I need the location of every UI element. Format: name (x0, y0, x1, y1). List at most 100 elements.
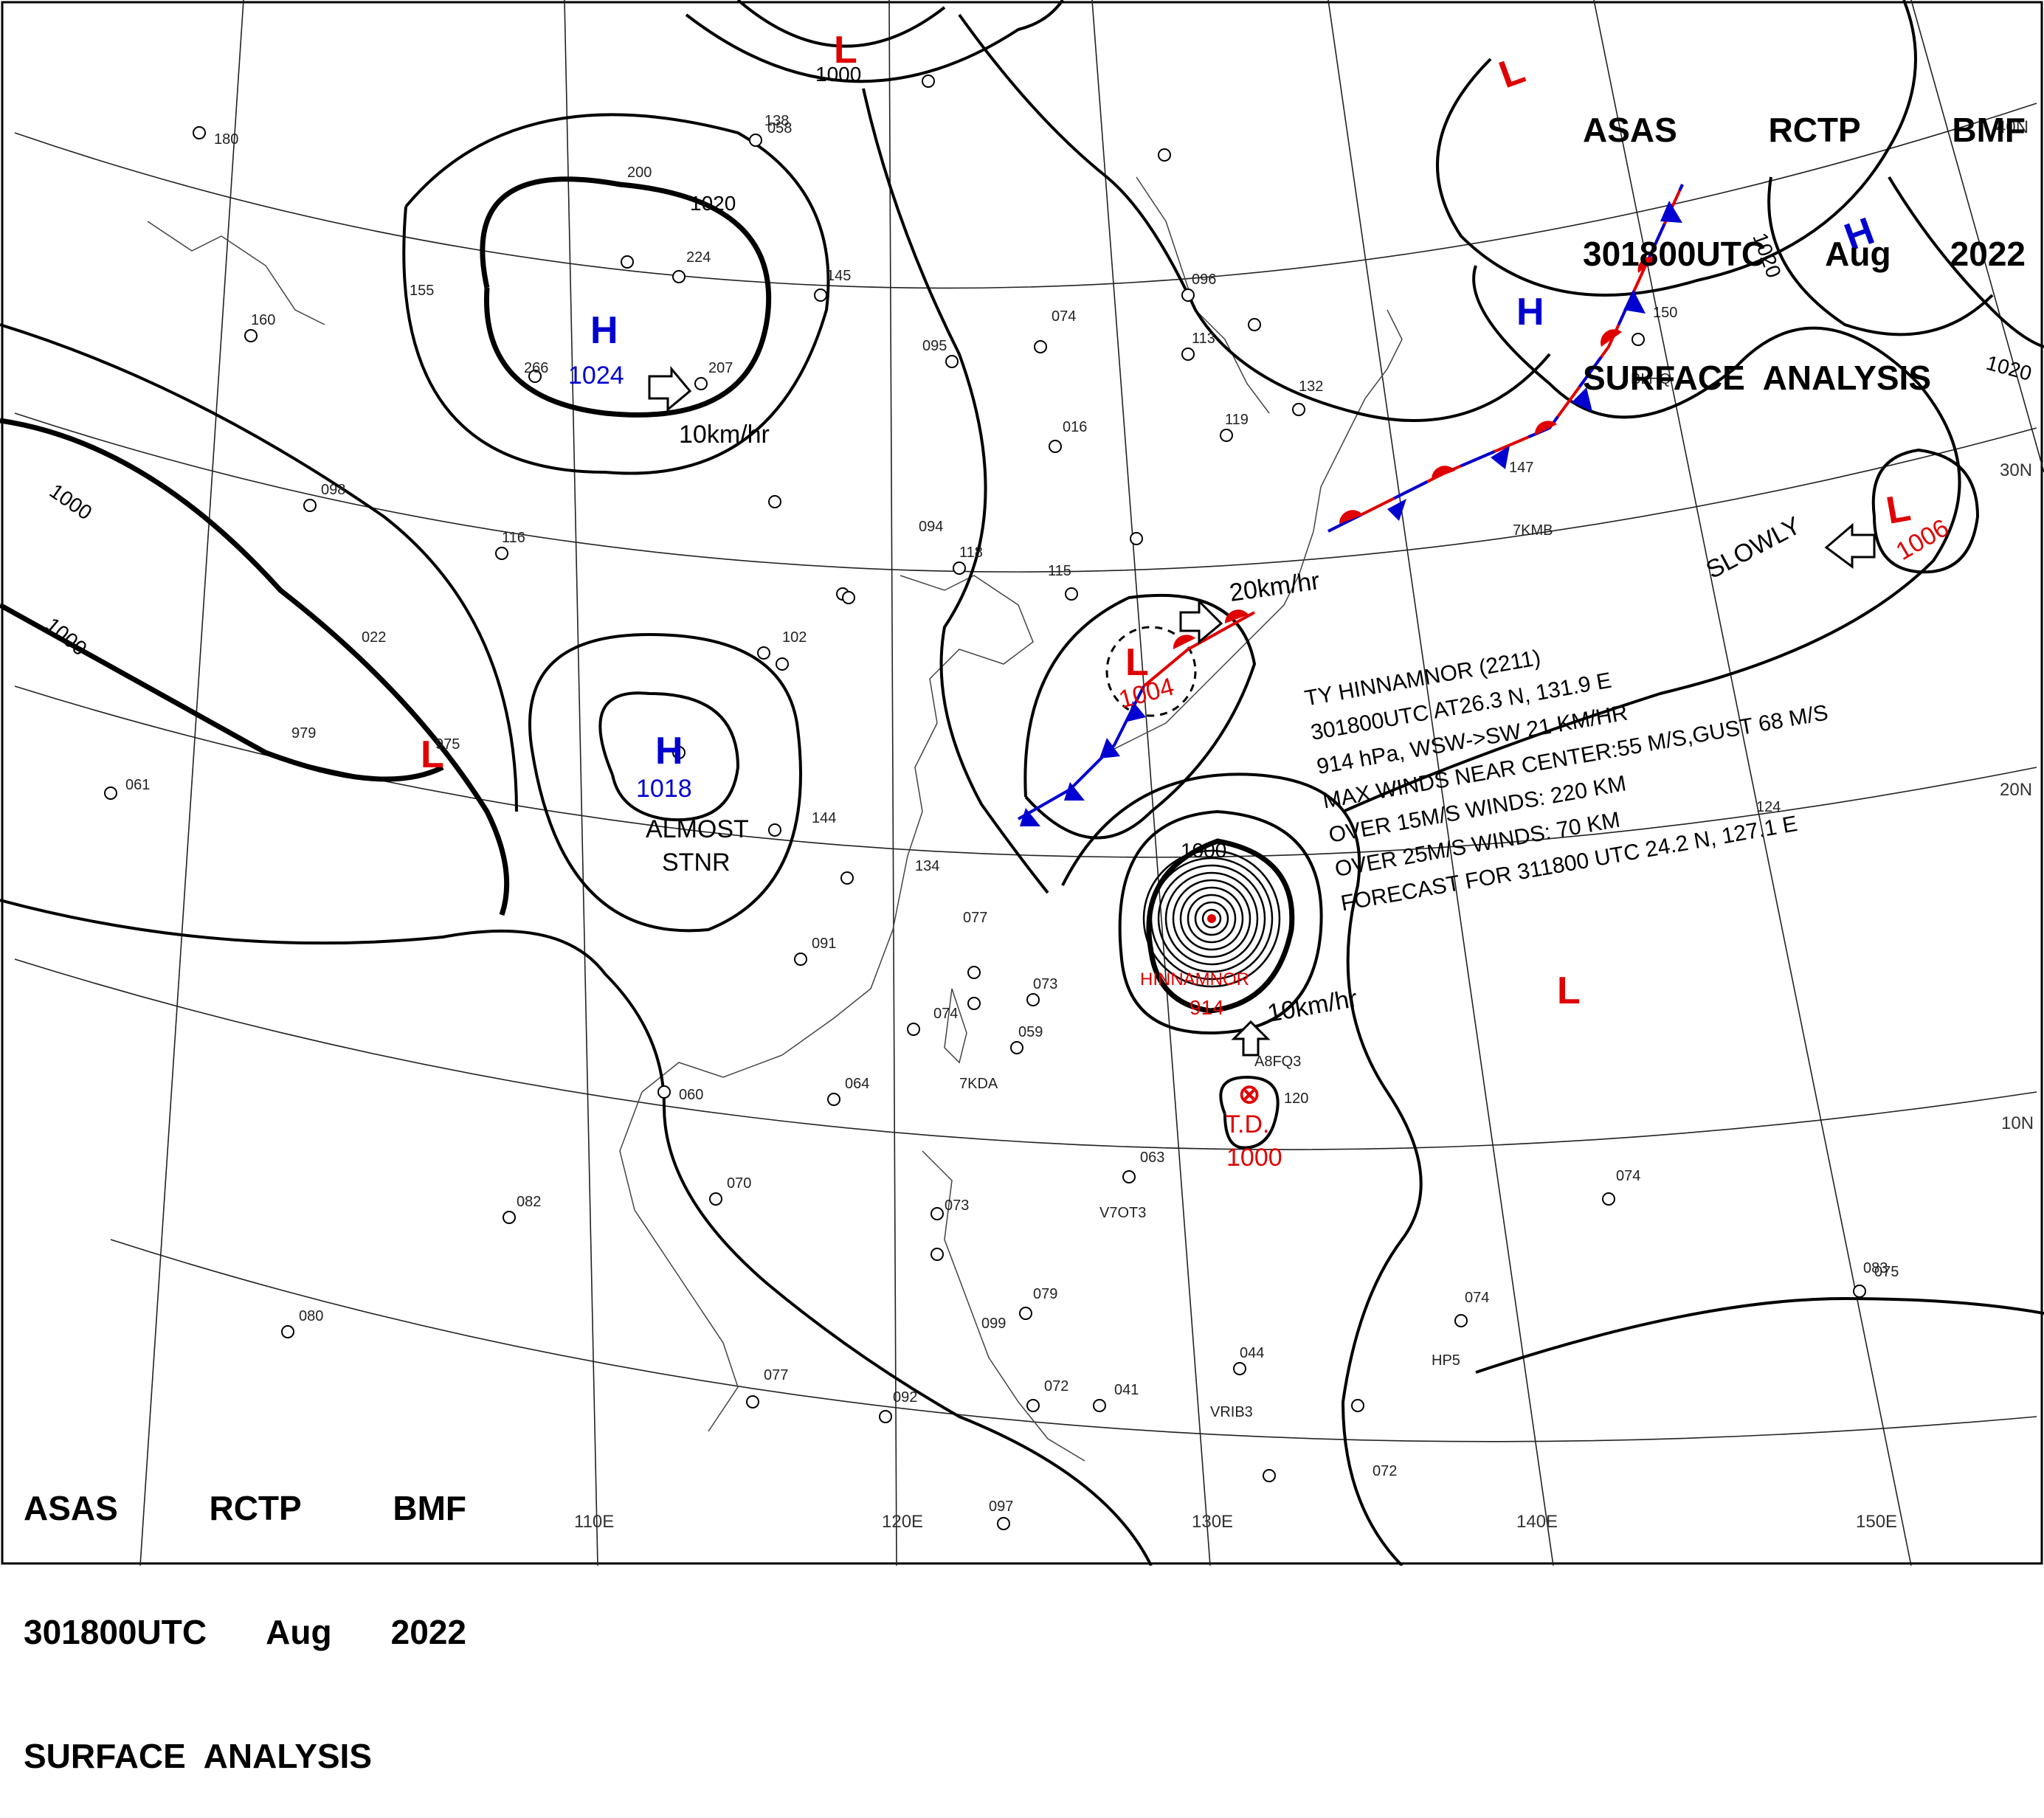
low-label: L (1125, 641, 1149, 684)
indochina-coast (619, 1091, 739, 1432)
meridian-120e (888, 0, 897, 1566)
japan-coast (1106, 486, 1322, 753)
korea-manchuria (1136, 176, 1270, 414)
station-value: 091 (812, 936, 836, 952)
station-value: 979 (291, 725, 316, 742)
isobar-1020-east (1888, 176, 2044, 348)
parallel-40n (14, 103, 2037, 289)
high-pressure: 1024 (568, 362, 624, 390)
graticule-labels: 110E 120E 130E 140E 150E 40N 30N 20N 10N (574, 117, 2034, 1532)
isobar-1020-inner (1767, 176, 1994, 336)
td-symbol-icon: ⊗ (1238, 1079, 1260, 1109)
station-value: 073 (945, 1197, 969, 1214)
header-bottom-time: 301800UTC (24, 1613, 207, 1651)
china-coast (641, 575, 1034, 1093)
philippines (922, 1150, 1085, 1462)
station-value: 074 (1052, 308, 1076, 325)
isobar-1020-high (402, 113, 830, 475)
lon-label: 110E (574, 1512, 614, 1532)
station-value: 077 (963, 910, 987, 926)
td-label: T.D. (1225, 1110, 1269, 1138)
header-bottom-year: 2022 (390, 1613, 466, 1651)
motion-arrows (648, 365, 1876, 1057)
station-value: 207 (708, 360, 733, 376)
lon-label: 130E (1192, 1512, 1233, 1532)
header-top-title: SURFACE ANALYSIS (1583, 359, 1932, 397)
station-value: 134 (915, 858, 939, 874)
station-value: 064 (845, 1076, 869, 1092)
isobars (0, 0, 2044, 1566)
station-value: 144 (812, 810, 836, 826)
meridian-140e (1327, 0, 1554, 1566)
header-top-code: ASAS (1583, 111, 1677, 149)
station-value: 058 (767, 120, 792, 136)
low-1004-dashed-circle (1105, 626, 1197, 717)
lat-label: 30N (2000, 460, 2032, 480)
front-stationary-cold (1327, 184, 1684, 533)
isobar-north-coast (958, 13, 1551, 422)
isobar-east (1061, 773, 1423, 1566)
station-value: 096 (1192, 272, 1216, 288)
station-value: 094 (919, 519, 943, 535)
station-id: 7KDA (959, 1076, 998, 1092)
station-id: HP5 (1432, 1352, 1460, 1369)
header-top-time: 301800UTC (1583, 235, 1767, 273)
station-value: 160 (251, 312, 275, 328)
station-value: 044 (1240, 1345, 1264, 1361)
isobar-west-outer (0, 323, 518, 812)
station-id: A8FQ3 (1254, 1054, 1301, 1070)
map-border (1, 1, 2043, 1565)
isobar-1024 (480, 176, 772, 418)
fronts (1018, 184, 1684, 826)
meridian-110e (564, 0, 598, 1566)
station-value: 102 (782, 629, 807, 646)
station-value: 138 (764, 113, 789, 129)
station-value: 115 (1048, 563, 1071, 579)
station-value: 061 (125, 777, 150, 793)
taiwan (944, 988, 967, 1064)
isobar-1000-typhoon (1146, 838, 1295, 1014)
isobar-north-low (736, 0, 946, 48)
station-id: VRIB3 (1210, 1404, 1253, 1420)
station-value: 074 (933, 1006, 958, 1022)
typhoon-info-block: TY HINNAMNOR (2211) 301800UTC AT26.3 N, … (1303, 646, 1830, 916)
meridian-160e (1910, 0, 2044, 473)
isobar-label: 1020 (690, 192, 736, 215)
station-ids: 7KDA V7OT3 VRIB3 A8FQ3 7KMB BLHQ HP5 (959, 371, 1671, 1420)
inland-boundary (147, 221, 325, 325)
station-value: 147 (1509, 460, 1533, 476)
isobar-label: 1000 (46, 480, 97, 525)
station-id: V7OT3 (1099, 1205, 1146, 1221)
isobar-south-east (1475, 1296, 2044, 1374)
station-value: 092 (893, 1389, 917, 1406)
station-markers (104, 75, 1866, 1530)
header-top-id: BMF (1952, 111, 2026, 149)
parallel-30n (14, 412, 2037, 573)
station-value: 119 (1225, 412, 1249, 428)
isobar-1000-west (0, 418, 510, 916)
motion-h1018-line2: STNR (662, 848, 731, 877)
parallel-10n (14, 958, 2037, 1150)
station-value: 155 (410, 283, 434, 299)
meridian-130e (1091, 0, 1211, 1566)
station-value: 063 (1140, 1150, 1164, 1166)
isobar-1006 (1871, 448, 1980, 574)
station-value: 224 (686, 249, 711, 266)
station-value: 074 (1616, 1168, 1640, 1184)
isobar-north-low-2 (685, 0, 1064, 83)
isobar-high-east (1436, 0, 1917, 297)
header-bottom-id: BMF (393, 1489, 466, 1527)
header-top-year: 2022 (1950, 235, 2026, 273)
lon-label: 120E (882, 1512, 923, 1532)
station-value: 124 (1756, 799, 1781, 815)
header-bottom: ASAS RCTP BMF 301800UTC Aug 2022 SURFACE ANA… (24, 1405, 466, 1818)
td-pressure: 1000 (1226, 1144, 1282, 1172)
isobar-1000-west-2 (0, 602, 444, 782)
station-value: 077 (764, 1367, 788, 1383)
motion-h1024: 10km/hr (679, 421, 770, 449)
station-value: 118 (959, 545, 983, 561)
station-value: 145 (826, 268, 851, 284)
isobar-1020-south (528, 632, 802, 933)
station-value: 073 (1033, 976, 1057, 992)
station-value: 098 (321, 482, 345, 498)
